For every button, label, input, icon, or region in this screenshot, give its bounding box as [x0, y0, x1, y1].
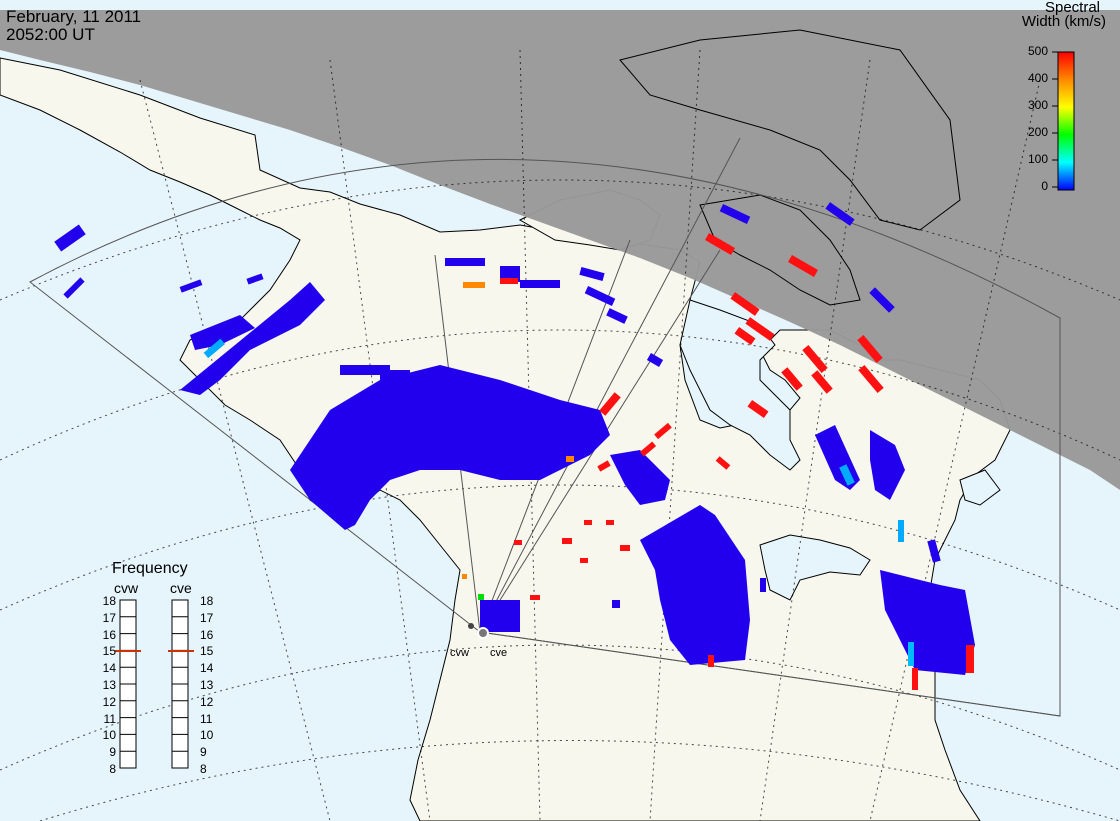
- frequency-tick-left: 13: [102, 678, 116, 692]
- colorbar-tick: 300: [1027, 98, 1048, 112]
- hudson-bay: [679, 299, 801, 471]
- fov-outline: [29, 158, 1061, 717]
- frequency-tick-right: 8: [200, 762, 207, 776]
- frequency-tick-left: 15: [102, 644, 116, 659]
- date-label: February, 11 2011: [6, 7, 142, 26]
- colorbar-title-line1: Spectral: [1044, 0, 1100, 16]
- night-region: [0, 10, 1120, 490]
- echo-high-width: [500, 233, 974, 690]
- frequency-tick-right: 10: [200, 728, 214, 743]
- frequency-title: Frequency: [112, 560, 188, 577]
- frequency-tick-left: 17: [102, 610, 116, 625]
- frequency-tick-right: 12: [200, 694, 214, 709]
- echo-low-width: [54, 202, 975, 675]
- frequency-column-cve: [171, 599, 189, 769]
- colorbar-tick: 200: [1027, 125, 1048, 139]
- echo-mid-width: [203, 282, 914, 666]
- frequency-tick-left: 9: [109, 745, 116, 760]
- colorbar-tick: 400: [1027, 71, 1048, 85]
- frequency-tick-right: 15: [200, 644, 214, 659]
- frequency-tick-right: 9: [200, 745, 207, 760]
- east-inlet: [959, 469, 1001, 506]
- frequency-tick-left: 18: [102, 594, 116, 608]
- frequency-tick-left: 8: [109, 762, 116, 776]
- frequency-tick-left: 11: [103, 711, 116, 726]
- frequency-tick-right: 11: [200, 711, 213, 726]
- colorbar-title-line2: Width (km/s): [1021, 13, 1106, 30]
- frequency-tick-right: 17: [200, 610, 214, 625]
- frequency-tick-right: 16: [200, 627, 214, 642]
- frequency-tick-right: 18: [200, 594, 214, 608]
- frequency-tick-left: 14: [102, 661, 116, 676]
- radar-label-cve: cve: [490, 647, 508, 659]
- colorbar-tick: 500: [1027, 44, 1048, 58]
- frequency-column-label-cve: cve: [170, 580, 192, 596]
- colorbar-tick: 0: [1041, 179, 1048, 193]
- frequency-tick-left: 12: [102, 694, 116, 709]
- frequency-tick-left: 10: [102, 728, 116, 743]
- frequency-tick-right: 14: [200, 661, 214, 676]
- radar-site-cvw: [468, 623, 474, 629]
- colorbar-tickmarks: [1052, 51, 1058, 188]
- graticule: [0, 49, 1120, 821]
- greenland-outline: [619, 29, 961, 231]
- great-lakes: [759, 534, 871, 601]
- frequency-column-cvw: [119, 599, 137, 769]
- arctic-islands-outline: [699, 194, 861, 306]
- radar-label-cvw: cvw: [450, 647, 469, 659]
- frequency-tick-left: 16: [102, 627, 116, 642]
- colorbar-tick: 100: [1027, 152, 1048, 166]
- time-label: 2052:00 UT: [6, 25, 95, 44]
- radar-site-cve: [477, 627, 489, 639]
- colorbar-gradient: [1057, 51, 1075, 191]
- frequency-column-label-cvw: cvw: [114, 580, 139, 596]
- frequency-tick-right: 13: [200, 678, 214, 692]
